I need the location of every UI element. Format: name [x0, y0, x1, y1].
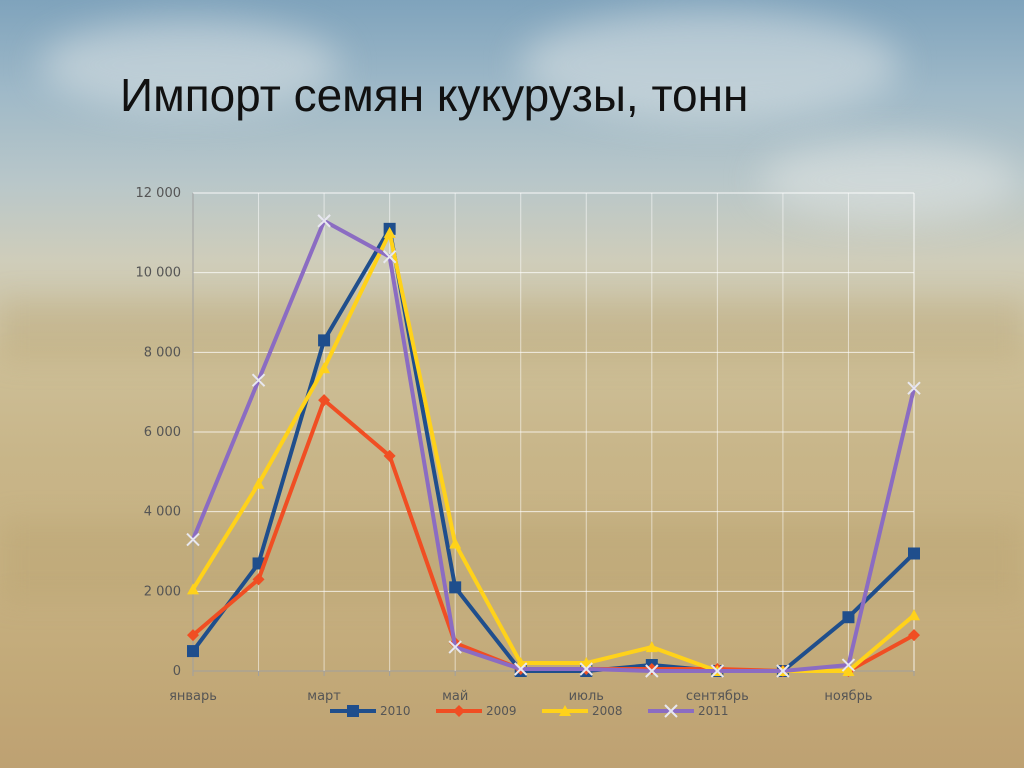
x-marker-stroke	[448, 640, 462, 654]
x-marker-stroke	[579, 662, 593, 676]
series-layer	[186, 214, 921, 678]
x-marker-stroke	[841, 658, 856, 672]
data-point-2011	[907, 381, 921, 395]
data-point-2011	[776, 664, 790, 678]
x-tick-label: сентябрь	[686, 689, 749, 704]
x-tick-label: ноябрь	[824, 689, 872, 704]
legend-item-2009: 2009	[436, 704, 517, 718]
legend-item-2010: 2010	[330, 704, 411, 718]
data-point-2010	[449, 581, 462, 594]
x-marker-stroke	[317, 214, 331, 228]
data-point-2008	[908, 609, 920, 621]
data-point-2011	[841, 658, 856, 672]
background-cloud	[40, 20, 340, 110]
data-point-2008	[383, 226, 396, 238]
data-point-2011	[317, 214, 331, 228]
x-marker-stroke	[907, 381, 921, 395]
data-point-2010	[187, 645, 199, 658]
data-point-2009	[318, 394, 331, 407]
series-2011	[186, 214, 921, 678]
data-point-2009	[252, 573, 265, 586]
series-line-2010	[191, 226, 916, 673]
legend-label: 2010	[380, 704, 411, 718]
y-tick-label: 0	[173, 664, 181, 679]
y-tick-label: 6 000	[144, 425, 181, 440]
data-point-2011	[579, 662, 593, 676]
legend-swatch-marker	[559, 705, 571, 716]
data-point-2008	[318, 362, 331, 374]
axis-layer: 0 2 000 4 000 6 000 8 000 10 000 12 000 январь м…	[136, 186, 915, 704]
legend-label: 2008	[592, 704, 623, 718]
data-point-2011	[514, 662, 528, 676]
x-marker-stroke	[514, 662, 528, 676]
x-marker-stroke	[776, 664, 790, 678]
data-point-2011	[382, 250, 397, 264]
data-point-2010	[842, 611, 855, 624]
series-line-2008	[191, 230, 916, 673]
data-point-2009	[908, 629, 920, 642]
legend-label: 2009	[486, 704, 517, 718]
background-cloud	[520, 10, 900, 120]
legend-item-2011: 2011	[648, 704, 729, 718]
x-tick-label: май	[442, 689, 468, 704]
legend-swatch-marker	[453, 705, 465, 717]
data-point-2008	[449, 537, 462, 549]
y-tick-label: 12 000	[136, 186, 182, 201]
data-point-2011	[710, 664, 725, 678]
x-marker-stroke	[186, 532, 200, 547]
data-point-2008	[187, 583, 199, 595]
data-point-2008	[842, 665, 855, 676]
y-tick-label: 4 000	[144, 505, 181, 520]
legend-swatch-marker	[664, 704, 678, 718]
data-point-2011	[645, 664, 659, 678]
background-field	[0, 300, 1024, 360]
x-marker-stroke	[645, 664, 659, 678]
data-point-2009	[383, 449, 396, 462]
x-marker-stroke	[251, 373, 266, 387]
x-tick-label: март	[307, 689, 341, 704]
data-point-2010	[908, 547, 920, 560]
series-line-2011	[191, 218, 916, 673]
series-line-2009	[191, 398, 916, 673]
x-marker-stroke	[710, 664, 725, 678]
data-point-2009	[187, 629, 199, 642]
grid-layer	[193, 192, 915, 672]
x-marker-stroke	[382, 250, 397, 264]
x-tick-label: июль	[569, 689, 604, 704]
legend: 2010 2009 2008 2011	[330, 704, 729, 718]
data-point-2010	[318, 334, 331, 347]
background-cloud	[760, 140, 1020, 220]
legend-label: 2011	[698, 704, 729, 718]
y-tick-label: 8 000	[144, 345, 181, 360]
legend-item-2008: 2008	[542, 704, 623, 718]
legend-swatch-marker	[347, 705, 359, 717]
x-tick-label: январь	[169, 689, 217, 704]
x-marker-stroke	[664, 704, 678, 718]
series-2008	[187, 226, 920, 676]
background-field	[0, 520, 1024, 600]
data-point-2008	[252, 477, 265, 489]
y-tick-label: 2 000	[144, 584, 181, 599]
y-tick-label: 10 000	[136, 266, 182, 281]
data-point-2011	[251, 373, 266, 387]
page-title: Импорт семян кукурузы, тонн	[120, 69, 749, 121]
data-point-2008	[645, 641, 658, 653]
data-point-2011	[448, 640, 462, 654]
data-point-2011	[186, 532, 200, 547]
